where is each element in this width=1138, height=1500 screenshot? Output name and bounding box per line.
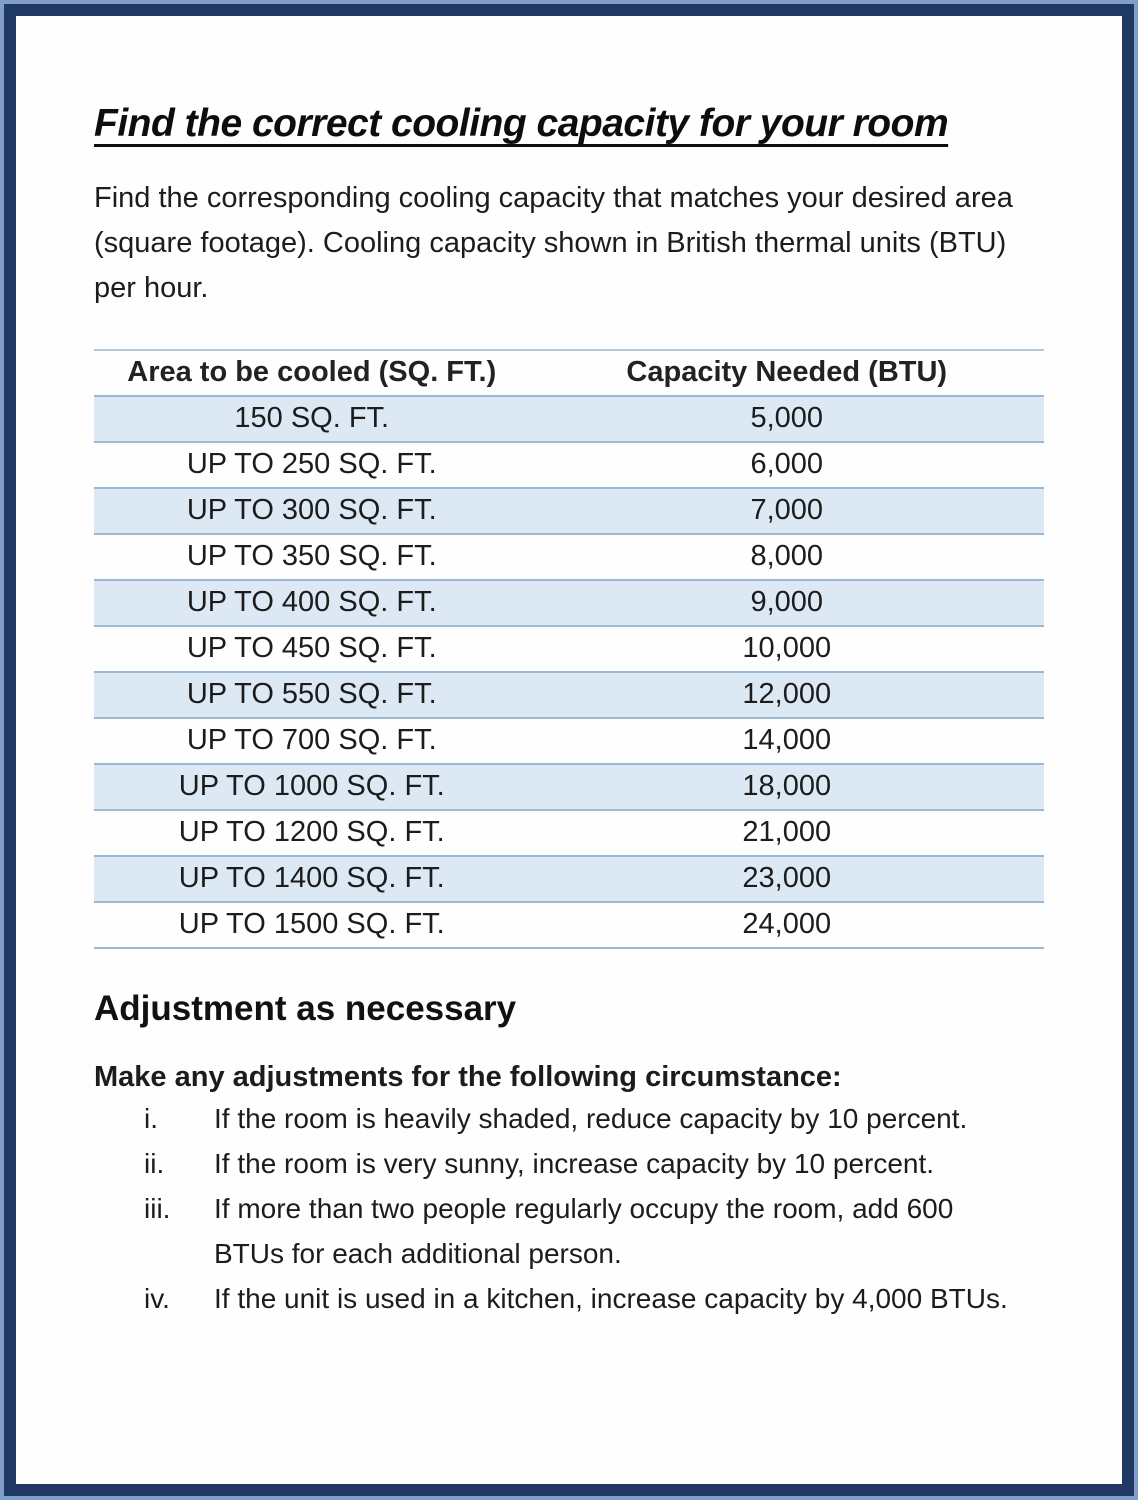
table-row: UP TO 350 SQ. FT. 8,000 <box>94 534 1044 581</box>
adjustments-lead: Make any adjustments for the following c… <box>94 1061 842 1093</box>
list-item-text: If the room is heavily shaded, reduce ca… <box>214 1103 968 1134</box>
list-item: iv. If the unit is used in a kitchen, in… <box>144 1276 1044 1321</box>
list-marker: ii. <box>144 1148 165 1179</box>
table-row: UP TO 450 SQ. FT. 10,000 <box>94 626 1044 673</box>
area-cell: UP TO 700 SQ. FT. <box>94 718 530 765</box>
document-page: Find the correct cooling capacity for yo… <box>4 4 1134 1496</box>
table-row: 150 SQ. FT. 5,000 <box>94 396 1044 443</box>
list-item: ii. If the room is very sunny, increase … <box>144 1141 1044 1186</box>
capacity-table: Area to be cooled (SQ. FT.) Capacity Nee… <box>94 349 1044 949</box>
capacity-cell: 5,000 <box>529 396 1044 443</box>
page-title: Find the correct cooling capacity for yo… <box>94 102 949 145</box>
list-marker: i. <box>144 1103 158 1134</box>
area-cell: UP TO 450 SQ. FT. <box>94 626 530 673</box>
table-row: UP TO 550 SQ. FT. 12,000 <box>94 672 1044 719</box>
capacity-cell: 21,000 <box>529 810 1044 857</box>
capacity-cell: 23,000 <box>529 856 1044 903</box>
capacity-cell: 18,000 <box>529 764 1044 811</box>
list-item: iii. If more than two people regularly o… <box>144 1186 1044 1276</box>
area-cell: UP TO 250 SQ. FT. <box>94 442 530 489</box>
capacity-table-body: 150 SQ. FT. 5,000 UP TO 250 SQ. FT. 6,00… <box>94 396 1044 949</box>
capacity-cell: 24,000 <box>529 902 1044 949</box>
table-row: UP TO 250 SQ. FT. 6,000 <box>94 442 1044 489</box>
table-header-row: Area to be cooled (SQ. FT.) Capacity Nee… <box>94 349 1044 397</box>
capacity-cell: 8,000 <box>529 534 1044 581</box>
header-area-to-be-cooled: Area to be cooled (SQ. FT.) <box>94 349 530 397</box>
capacity-cell: 9,000 <box>529 580 1044 627</box>
area-cell: UP TO 300 SQ. FT. <box>94 488 530 535</box>
adjustments-list: i. If the room is heavily shaded, reduce… <box>94 1096 1044 1321</box>
list-item: i. If the room is heavily shaded, reduce… <box>144 1096 1044 1141</box>
list-item-text: If more than two people regularly occupy… <box>214 1193 954 1269</box>
area-cell: UP TO 350 SQ. FT. <box>94 534 530 581</box>
capacity-table-head: Area to be cooled (SQ. FT.) Capacity Nee… <box>94 349 1044 397</box>
capacity-cell: 12,000 <box>529 672 1044 719</box>
header-capacity-needed: Capacity Needed (BTU) <box>529 349 1044 397</box>
capacity-cell: 10,000 <box>529 626 1044 673</box>
table-row: UP TO 1200 SQ. FT. 21,000 <box>94 810 1044 857</box>
table-row: UP TO 1400 SQ. FT. 23,000 <box>94 856 1044 903</box>
table-row: UP TO 400 SQ. FT. 9,000 <box>94 580 1044 627</box>
list-item-text: If the room is very sunny, increase capa… <box>214 1148 935 1179</box>
table-row: UP TO 1500 SQ. FT. 24,000 <box>94 902 1044 949</box>
table-row: UP TO 1000 SQ. FT. 18,000 <box>94 764 1044 811</box>
area-cell: 150 SQ. FT. <box>94 396 530 443</box>
list-marker: iii. <box>144 1193 171 1224</box>
area-cell: UP TO 550 SQ. FT. <box>94 672 530 719</box>
area-cell: UP TO 1400 SQ. FT. <box>94 856 530 903</box>
area-cell: UP TO 400 SQ. FT. <box>94 580 530 627</box>
area-cell: UP TO 1200 SQ. FT. <box>94 810 530 857</box>
capacity-cell: 7,000 <box>529 488 1044 535</box>
list-marker: iv. <box>144 1283 170 1314</box>
intro-paragraph: Find the corresponding cooling capacity … <box>94 182 1013 304</box>
adjustments-heading: Adjustment as necessary <box>94 989 517 1028</box>
table-row: UP TO 700 SQ. FT. 14,000 <box>94 718 1044 765</box>
capacity-cell: 14,000 <box>529 718 1044 765</box>
capacity-cell: 6,000 <box>529 442 1044 489</box>
table-row: UP TO 300 SQ. FT. 7,000 <box>94 488 1044 535</box>
area-cell: UP TO 1500 SQ. FT. <box>94 902 530 949</box>
list-item-text: If the unit is used in a kitchen, increa… <box>214 1283 1008 1314</box>
area-cell: UP TO 1000 SQ. FT. <box>94 764 530 811</box>
